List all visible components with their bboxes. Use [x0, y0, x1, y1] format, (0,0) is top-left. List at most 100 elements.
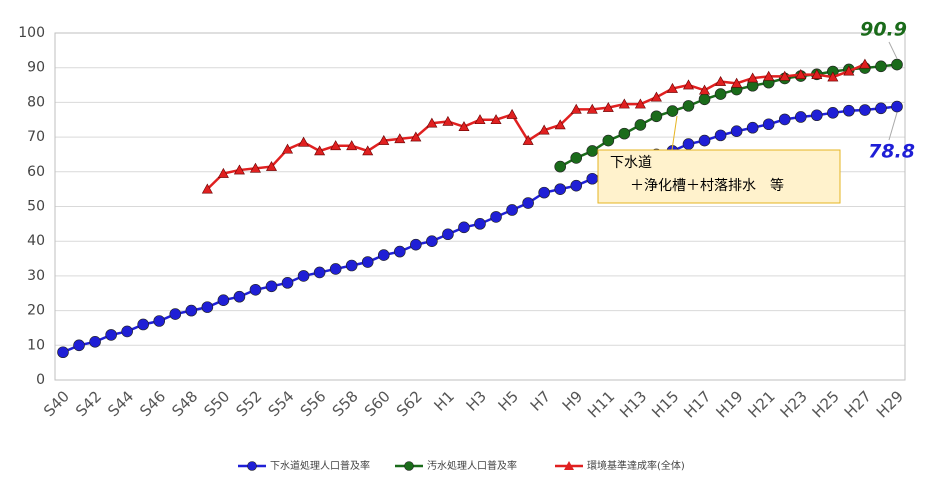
marker: [474, 218, 486, 230]
annotation: 下水道: [610, 155, 652, 171]
marker: [442, 115, 454, 126]
x-tick-label: S42: [72, 387, 105, 420]
marker: [779, 70, 791, 81]
marker: [859, 58, 871, 69]
legend-label: 汚水処理人口普及率: [427, 459, 517, 472]
x-tick-label: H23: [777, 387, 811, 421]
marker: [233, 164, 245, 175]
marker: [378, 134, 390, 145]
marker: [666, 82, 678, 93]
data-label: 90.9: [860, 19, 907, 41]
marker: [650, 91, 662, 102]
marker: [570, 179, 583, 192]
marker: [345, 259, 358, 272]
marker: [634, 119, 647, 131]
marker: [442, 228, 454, 241]
marker: [778, 113, 791, 126]
marker: [394, 133, 406, 144]
x-tick-label: S52: [233, 387, 266, 420]
x-tick-label: H21: [744, 387, 778, 421]
marker: [538, 124, 550, 135]
x-tick-label: H1: [430, 387, 457, 414]
marker: [698, 134, 711, 147]
x-tick-label: H25: [809, 387, 843, 421]
x-tick-label: H11: [584, 387, 618, 421]
marker: [249, 283, 262, 296]
marker: [361, 256, 374, 268]
marker: [329, 263, 342, 275]
marker: [794, 111, 807, 123]
marker: [602, 101, 614, 112]
marker: [410, 238, 422, 251]
marker: [602, 134, 615, 147]
legend-marker: [247, 461, 257, 471]
marker: [586, 145, 599, 157]
marker: [746, 121, 759, 134]
x-tick-label: S62: [393, 387, 426, 420]
x-tick-label: S56: [297, 387, 330, 420]
y-tick-label: 70: [27, 129, 45, 145]
marker: [265, 160, 278, 171]
marker: [410, 131, 422, 142]
marker: [843, 104, 855, 117]
legend-label: 下水道処理人口普及率: [270, 459, 370, 472]
marker: [217, 294, 230, 306]
marker: [554, 183, 566, 195]
marker: [426, 235, 438, 247]
marker: [698, 93, 711, 106]
marker: [89, 336, 101, 348]
x-tick-label: H3: [463, 387, 490, 414]
marker: [634, 98, 646, 109]
marker: [843, 65, 855, 76]
marker: [169, 308, 182, 320]
y-tick-label: 0: [36, 372, 45, 388]
x-tick-label: S50: [200, 387, 233, 420]
marker: [715, 75, 727, 86]
marker: [73, 339, 85, 352]
annotation: ＋浄化槽＋村落排水 等: [630, 177, 784, 194]
marker: [762, 118, 775, 131]
marker: [185, 304, 198, 317]
legend-marker: [564, 461, 574, 470]
marker: [714, 88, 727, 100]
x-tick-label: H13: [616, 387, 650, 421]
marker: [699, 84, 711, 95]
marker: [827, 71, 839, 82]
marker: [217, 167, 229, 178]
marker: [362, 145, 374, 156]
x-tick-label: S60: [361, 387, 394, 420]
marker: [795, 69, 807, 79]
marker: [330, 140, 342, 151]
annotation-leader: [671, 115, 678, 151]
y-tick-label: 50: [27, 199, 45, 215]
marker: [763, 70, 775, 81]
marker: [313, 266, 326, 279]
y-tick-label: 60: [27, 164, 45, 180]
marker: [859, 104, 871, 116]
marker: [57, 346, 69, 359]
marker: [105, 329, 117, 341]
marker: [490, 114, 502, 125]
marker: [522, 134, 534, 145]
data-label: 78.8: [868, 141, 915, 163]
x-tick-label: S58: [329, 387, 362, 420]
x-tick-label: S44: [104, 387, 137, 420]
marker: [554, 160, 566, 173]
marker: [730, 125, 743, 138]
marker: [682, 100, 695, 112]
marker: [474, 114, 486, 125]
marker: [121, 325, 133, 338]
marker: [875, 60, 887, 73]
marker: [811, 69, 823, 79]
marker: [682, 138, 695, 150]
label-leader: [888, 41, 898, 59]
marker: [586, 103, 598, 114]
plot-border: [54, 32, 906, 381]
marker: [618, 98, 630, 109]
x-tick-label: S40: [40, 387, 73, 420]
marker: [747, 72, 759, 83]
y-tick-label: 20: [27, 303, 45, 319]
marker: [875, 102, 887, 115]
legend-label: 環境基準達成率(全体): [587, 459, 685, 472]
legend-marker: [404, 461, 414, 471]
